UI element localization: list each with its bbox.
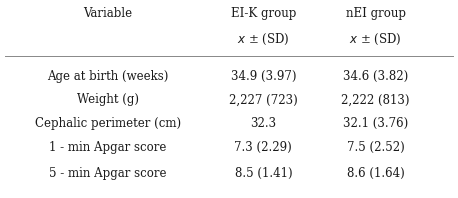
Text: Age at birth (weeks): Age at birth (weeks) — [47, 70, 169, 83]
Text: 5 - min Apgar score: 5 - min Apgar score — [49, 167, 166, 180]
Text: $\it{x}$ ± (SD): $\it{x}$ ± (SD) — [349, 32, 402, 47]
Text: 1 - min Apgar score: 1 - min Apgar score — [49, 141, 166, 154]
Text: 2,227 (723): 2,227 (723) — [229, 93, 298, 107]
Text: 8.6 (1.64): 8.6 (1.64) — [347, 167, 404, 180]
Text: $\it{x}$ ± (SD): $\it{x}$ ± (SD) — [237, 32, 289, 47]
Text: 7.5 (2.52): 7.5 (2.52) — [347, 141, 404, 154]
Text: 7.3 (2.29): 7.3 (2.29) — [234, 141, 292, 154]
Text: 34.6 (3.82): 34.6 (3.82) — [343, 70, 408, 83]
Text: nEI group: nEI group — [345, 7, 406, 20]
Text: 8.5 (1.41): 8.5 (1.41) — [234, 167, 292, 180]
Text: 2,222 (813): 2,222 (813) — [341, 93, 410, 107]
Text: Weight (g): Weight (g) — [76, 93, 139, 107]
Text: 32.3: 32.3 — [250, 117, 277, 130]
Text: 34.9 (3.97): 34.9 (3.97) — [230, 70, 296, 83]
Text: Cephalic perimeter (cm): Cephalic perimeter (cm) — [34, 117, 181, 130]
Text: Variable: Variable — [83, 7, 132, 20]
Text: 32.1 (3.76): 32.1 (3.76) — [343, 117, 408, 130]
Text: EI-K group: EI-K group — [231, 7, 296, 20]
